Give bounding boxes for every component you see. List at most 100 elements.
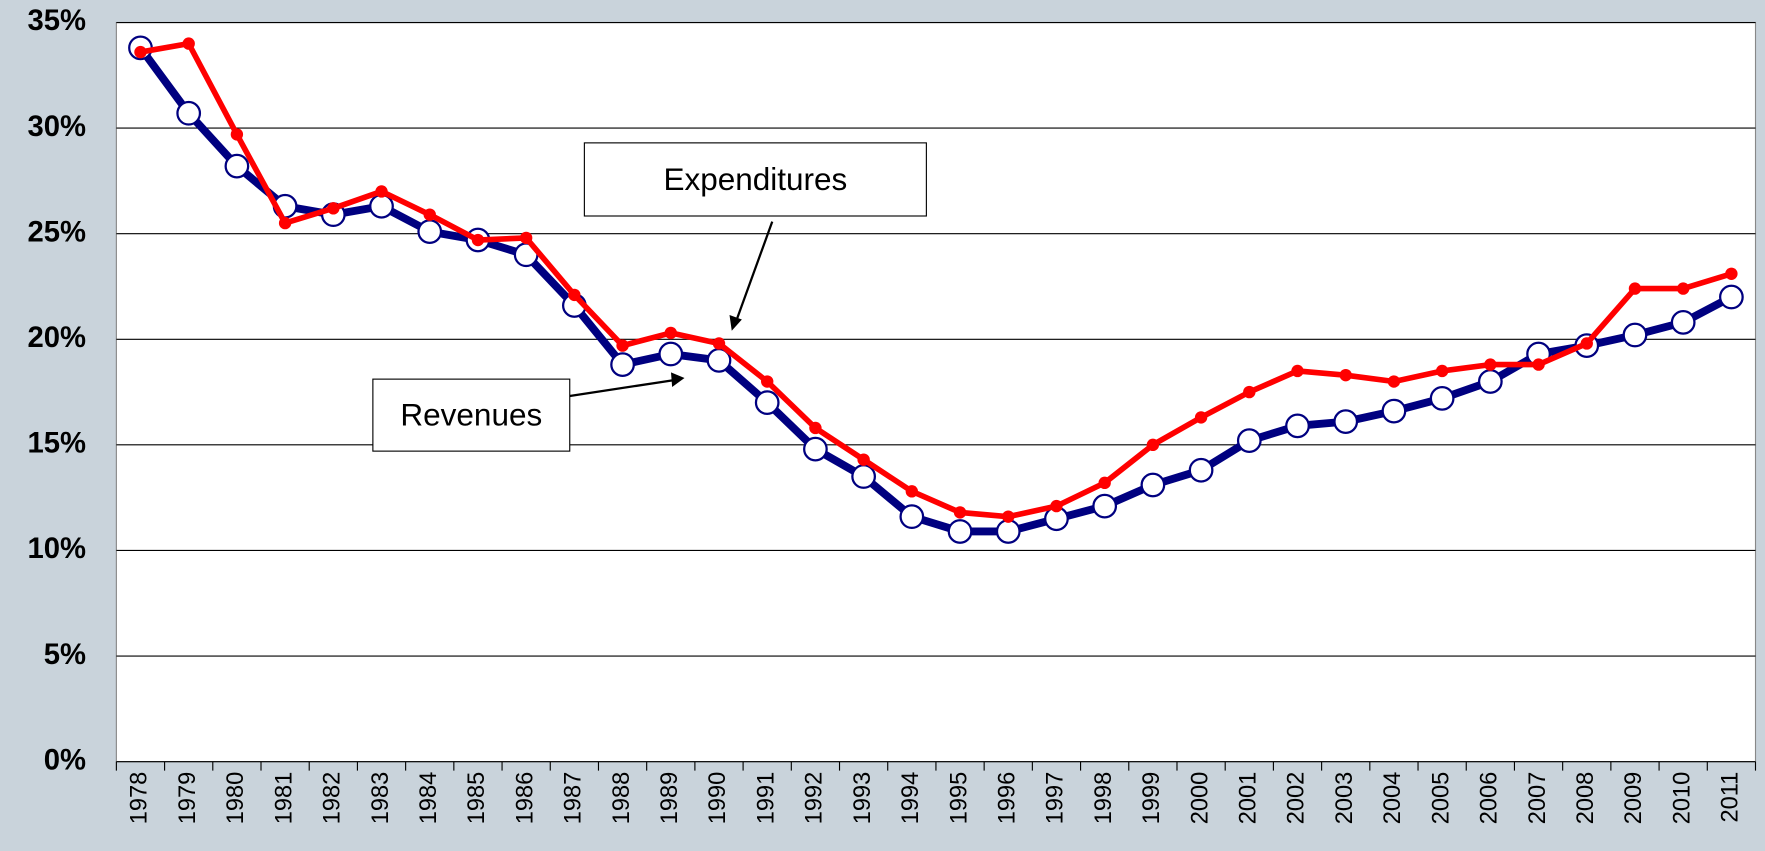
x-tick-label: 2010 [1669,772,1695,825]
x-tick-label: 2004 [1380,772,1406,825]
y-tick-label: 20% [27,322,86,354]
y-tick-label: 15% [27,428,86,460]
data-point [658,341,684,367]
y-tick-label: 25% [27,216,86,248]
x-tick-label: 1993 [850,772,876,825]
annotation-box [583,142,927,217]
arrow-head [671,372,685,387]
data-point [1628,282,1642,295]
data-point [1098,476,1111,490]
data-point [1236,428,1262,454]
data-point [995,519,1021,544]
data-point [182,37,195,50]
data-point [1146,438,1160,452]
x-tick-label: 1998 [1091,772,1117,825]
x-tick-label: 1996 [994,772,1020,825]
data-point [278,216,292,230]
x-tick-label: 1980 [223,772,249,825]
data-point [224,153,250,179]
x-tick-label: 1982 [320,772,346,825]
x-tick-label: 1988 [609,772,635,825]
data-point [1381,398,1407,424]
data-point [1435,364,1449,378]
data-point [1339,368,1352,382]
data-point [134,45,147,59]
x-tick-label: 1997 [1043,772,1069,825]
data-point [1387,375,1401,388]
data-point [1429,386,1455,411]
data-point [616,339,629,352]
data-point [1333,409,1359,435]
y-tick-label: 35% [27,5,86,37]
x-tick-label: 1983 [368,772,394,825]
x-tick-label: 2006 [1477,772,1503,825]
data-point [1719,284,1744,310]
data-point [851,464,876,489]
data-point [803,436,828,462]
x-tick-label: 1990 [705,772,731,825]
data-point [568,288,581,302]
data-point [471,233,485,247]
data-point [1291,364,1304,378]
x-tick-label: 1978 [127,772,153,825]
annotation-box [372,378,571,452]
data-point [664,326,677,340]
data-point [1188,457,1214,483]
data-point [1725,267,1738,280]
data-point [423,208,436,221]
data-point [1676,282,1690,295]
y-tick-label: 0% [44,744,86,776]
x-tick-label: 2009 [1621,772,1647,825]
x-tick-label: 1995 [946,772,972,825]
data-point [1670,309,1696,335]
data-point [947,519,973,544]
x-tick-label: 1981 [271,772,297,825]
x-tick-label: 1994 [898,772,924,825]
data-point [1580,337,1593,350]
data-point [519,231,533,245]
annotation: Expenditures [663,161,847,197]
data-point [375,185,388,198]
data-point [857,453,870,466]
data-point [610,352,635,377]
data-point [1622,322,1648,348]
data-point [1477,369,1503,394]
x-tick-label: 1985 [464,772,490,825]
x-tick-label: 2011 [1718,772,1744,823]
x-tick-label: 1992 [802,772,828,825]
arrow [569,379,674,398]
x-tick-label: 2002 [1284,772,1310,825]
arrow [734,221,774,325]
x-tick-label: 1991 [753,772,779,825]
x-tick-label: 2000 [1187,772,1213,825]
data-point [1194,411,1208,424]
x-tick-label: 1984 [416,772,442,825]
x-tick-label: 2005 [1428,772,1454,825]
data-point [417,219,443,244]
data-point [712,337,726,350]
data-point [1243,385,1256,399]
data-point [176,100,202,126]
data-point [1092,493,1118,519]
y-tick-label: 30% [27,111,86,143]
y-tick-label: 10% [27,533,86,565]
data-point [1140,472,1166,498]
plot-area [115,21,1757,763]
x-tick-label: 2001 [1236,772,1262,825]
data-point [761,375,774,388]
series-line [139,40,1733,520]
data-point [327,202,340,215]
x-tick-label: 2007 [1525,772,1551,825]
x-tick-label: 1989 [657,772,683,825]
y-tick-label: 5% [44,639,86,671]
annotation: Revenues [400,397,542,433]
x-tick-label: 2008 [1573,772,1599,825]
data-point [1050,499,1063,513]
x-tick-label: 1986 [512,772,538,825]
x-tick-label: 1999 [1139,772,1165,825]
x-tick-label: 1987 [561,772,587,825]
x-tick-label: 2003 [1332,772,1358,825]
data-point [230,128,244,141]
